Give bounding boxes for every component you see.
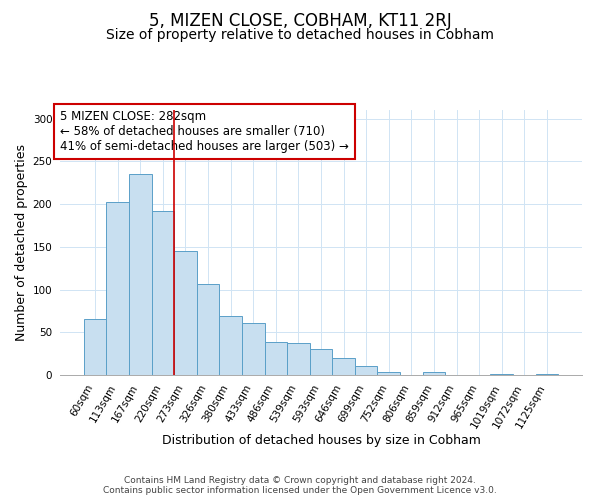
Bar [287,344,310,375]
X-axis label: Distribution of detached houses by size in Cobham: Distribution of detached houses by size … [161,434,481,447]
Bar [242,323,265,375]
Bar [265,342,287,375]
Bar [332,358,355,375]
Bar [129,174,152,375]
Bar [377,372,400,375]
Bar [422,372,445,375]
Text: Contains HM Land Registry data © Crown copyright and database right 2024.
Contai: Contains HM Land Registry data © Crown c… [103,476,497,495]
Bar [197,284,220,375]
Bar [152,211,174,375]
Bar [490,374,513,375]
Bar [106,202,129,375]
Bar [355,366,377,375]
Bar [84,320,106,375]
Text: 5, MIZEN CLOSE, COBHAM, KT11 2RJ: 5, MIZEN CLOSE, COBHAM, KT11 2RJ [149,12,451,30]
Bar [536,374,558,375]
Bar [310,348,332,375]
Bar [220,316,242,375]
Text: Size of property relative to detached houses in Cobham: Size of property relative to detached ho… [106,28,494,42]
Bar [174,251,197,375]
Text: 5 MIZEN CLOSE: 282sqm
← 58% of detached houses are smaller (710)
41% of semi-det: 5 MIZEN CLOSE: 282sqm ← 58% of detached … [60,110,349,153]
Y-axis label: Number of detached properties: Number of detached properties [16,144,28,341]
